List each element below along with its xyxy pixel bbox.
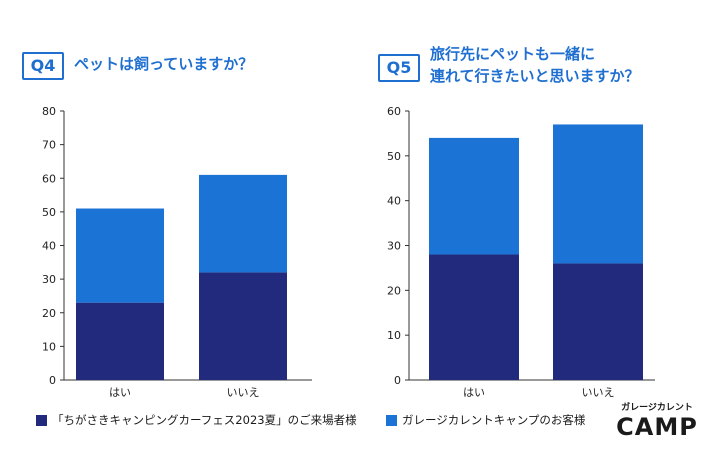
y-tick-label: 20	[42, 307, 56, 320]
y-tick-label: 20	[387, 284, 401, 297]
x-tick-label: はい	[109, 386, 131, 399]
bar-segment	[76, 208, 164, 303]
legend-item-light: ガレージカレントキャンプのお客様	[386, 413, 585, 427]
brand-logo: ガレージカレント CAMP	[614, 402, 700, 440]
legend-item-dark: 「ちがさきキャンピングカーフェス2023夏」のご来場者様	[36, 413, 357, 427]
y-tick-label: 70	[42, 139, 56, 152]
y-tick-label: 30	[42, 273, 56, 286]
y-tick-label: 0	[394, 374, 401, 387]
bar-segment	[553, 124, 643, 264]
bar-segment	[199, 174, 287, 273]
y-tick-label: 60	[387, 105, 401, 118]
x-tick-label: いいえ	[582, 386, 615, 399]
legend-swatch-light	[386, 414, 397, 426]
y-tick-label: 40	[387, 195, 401, 208]
q5-title-line1: 旅行先にペットも一緒に	[430, 45, 596, 63]
y-tick-label: 10	[42, 340, 56, 353]
logo-line2: CAMP	[616, 413, 698, 441]
y-tick-label: 40	[42, 240, 56, 253]
x-tick-label: いいえ	[227, 386, 260, 399]
q5-badge: Q5	[378, 54, 420, 82]
bar-segment	[199, 272, 287, 380]
q4-badge: Q4	[22, 52, 64, 80]
q5-chart: 0 10 20 30 40 50 60 はい いいえ	[387, 105, 655, 399]
y-tick-label: 80	[42, 105, 56, 118]
y-tick-label: 0	[49, 374, 56, 387]
q5-title-line2: 連れて行きたいと思いますか？	[430, 67, 640, 85]
q4-title: ペットは飼っていますか？	[74, 55, 254, 73]
bar-segment	[76, 302, 164, 380]
legend-swatch-dark	[36, 414, 47, 426]
x-tick-label: はい	[463, 386, 485, 399]
y-tick-label: 50	[42, 206, 56, 219]
y-tick-label: 60	[42, 172, 56, 185]
legend-label-dark: 「ちがさきキャンピングカーフェス2023夏」のご来場者様	[52, 413, 357, 427]
bar-segment	[553, 263, 643, 380]
bar-segment	[429, 254, 519, 380]
y-tick-label: 50	[387, 150, 401, 163]
y-tick-label: 30	[387, 240, 401, 253]
y-tick-label: 10	[387, 329, 401, 342]
legend-label-light: ガレージカレントキャンプのお客様	[402, 413, 586, 427]
q4-chart: 0 10 20 30 40 50 60 70 80 はい いいえ	[42, 105, 312, 399]
logo-line1: ガレージカレント	[621, 403, 693, 413]
bar-segment	[429, 137, 519, 255]
